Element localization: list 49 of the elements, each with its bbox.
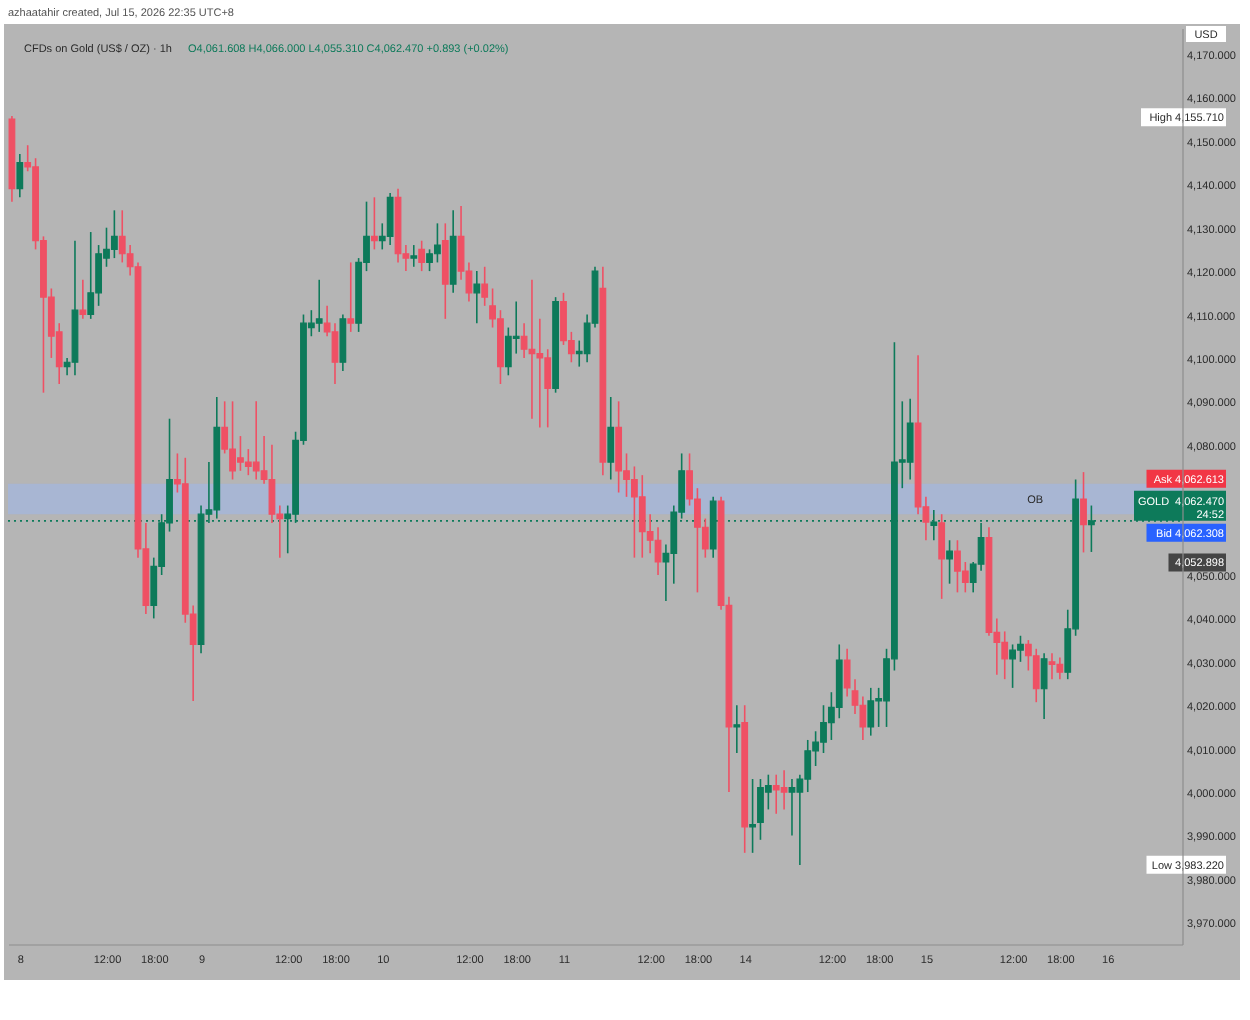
candlestick	[1009, 643, 1016, 689]
candlestick	[906, 397, 914, 481]
candlestick	[615, 400, 623, 494]
candlestick	[867, 687, 875, 737]
candlestick	[441, 222, 449, 320]
candlestick	[780, 769, 788, 811]
candlestick	[434, 222, 441, 264]
candlestick	[1040, 652, 1048, 720]
candlestick	[481, 265, 489, 307]
candlestick	[733, 704, 741, 754]
candlestick	[87, 231, 95, 320]
candlestick	[418, 239, 426, 272]
candlestick	[229, 400, 236, 481]
candlestick	[497, 309, 504, 385]
candlestick	[449, 209, 457, 294]
candlestick	[560, 292, 567, 346]
candlestick	[386, 192, 394, 246]
candlestick	[946, 539, 953, 585]
candlestick	[772, 773, 780, 815]
candlestick	[252, 400, 260, 481]
candlestick	[244, 448, 252, 476]
candlestick	[16, 153, 24, 199]
candlestick	[237, 435, 244, 472]
candlestick	[1017, 634, 1024, 663]
candlestick	[638, 474, 646, 559]
candlestick	[339, 313, 347, 372]
candlestick	[749, 778, 756, 854]
candlestick	[654, 526, 662, 576]
candlestick	[315, 278, 323, 333]
candlestick	[607, 396, 615, 481]
candlestick	[757, 778, 764, 841]
candlestick	[1056, 656, 1064, 680]
candlestick	[410, 244, 418, 268]
candlestick	[820, 704, 827, 754]
candlestick	[79, 278, 87, 320]
candlestick	[110, 209, 118, 259]
candlestick	[938, 513, 946, 600]
candlestick	[835, 643, 843, 720]
candlestick	[347, 261, 355, 333]
candlestick	[473, 270, 481, 324]
candlestick	[1048, 652, 1056, 680]
candlestick	[954, 539, 961, 594]
candlestick	[631, 465, 638, 559]
candlestick	[426, 248, 433, 272]
candlestick	[1080, 471, 1087, 554]
candlestick	[1032, 648, 1040, 703]
candlestick	[370, 196, 378, 251]
candlestick	[788, 778, 796, 837]
candlestick	[331, 322, 339, 385]
